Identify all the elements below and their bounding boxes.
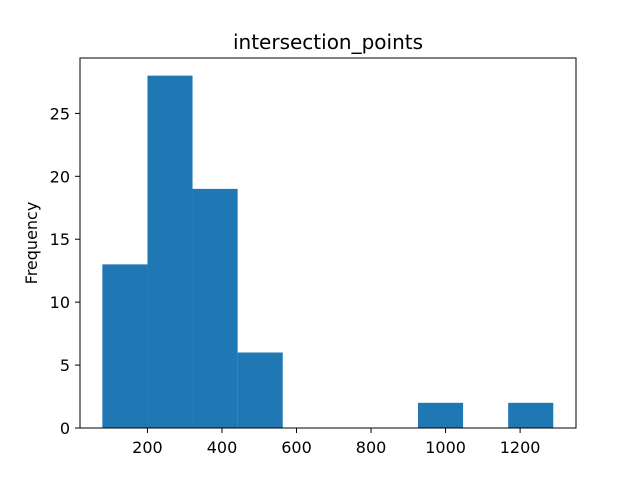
histogram-bar <box>102 264 148 428</box>
x-tick-label: 600 <box>281 438 312 457</box>
y-tick-label: 20 <box>50 167 70 186</box>
x-tick-label: 200 <box>132 438 163 457</box>
y-tick-label: 15 <box>50 230 70 249</box>
histogram-bar <box>147 75 193 428</box>
y-tick-label: 5 <box>60 356 70 375</box>
histogram-bar <box>508 402 554 428</box>
plot-area <box>102 75 554 428</box>
x-axis: 200 400 600 800 1000 1200 <box>132 428 540 457</box>
y-axis-label: Frequency <box>22 202 41 285</box>
x-tick-label: 1200 <box>500 438 541 457</box>
y-tick-label: 25 <box>50 104 70 123</box>
histogram-bar <box>417 402 464 428</box>
axes-frame <box>79 57 577 429</box>
x-tick-label: 400 <box>207 438 238 457</box>
histogram-bar <box>192 188 238 428</box>
y-tick-label: 0 <box>60 419 70 438</box>
x-tick-label: 1000 <box>425 438 466 457</box>
chart-title: intersection_points <box>233 30 423 54</box>
y-axis: 0 5 10 15 20 25 <box>50 104 80 438</box>
x-tick-label: 800 <box>356 438 387 457</box>
histogram-bar <box>237 352 283 428</box>
y-tick-label: 10 <box>50 293 70 312</box>
